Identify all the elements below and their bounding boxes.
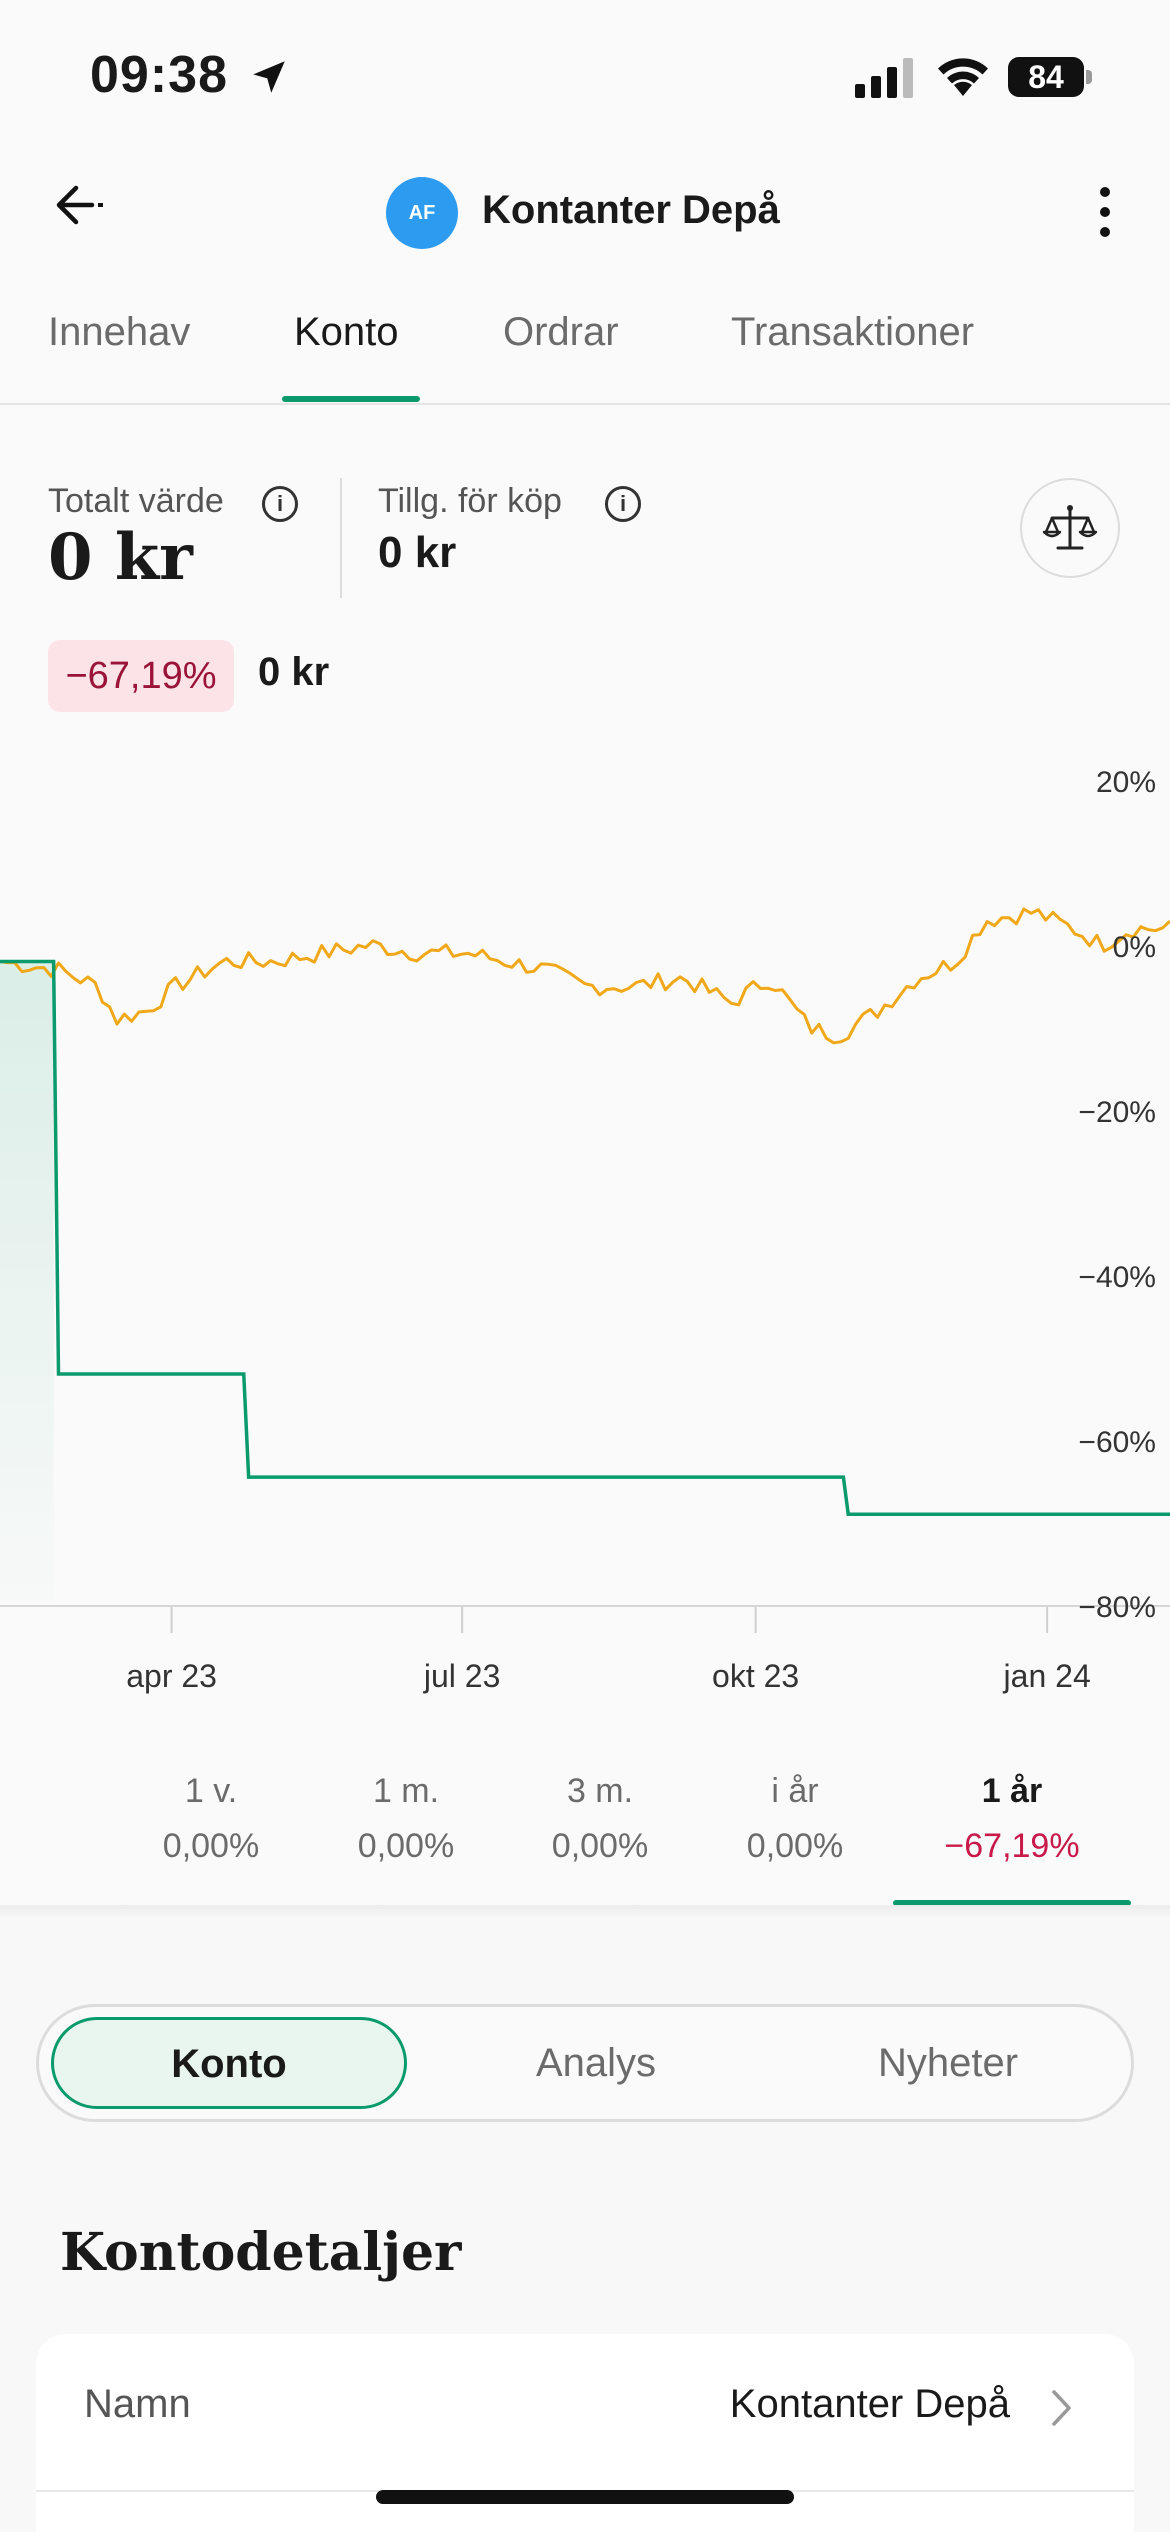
y-tick-label: −80% bbox=[1078, 1591, 1156, 1624]
period-1m[interactable]: 1 m. 0,00% bbox=[316, 1760, 496, 1866]
period-label: 1 år bbox=[981, 1772, 1043, 1810]
period-3m[interactable]: 3 m. 0,00% bbox=[510, 1760, 690, 1866]
summary-divider bbox=[340, 478, 342, 598]
period-label: i år bbox=[771, 1772, 819, 1810]
period-change: 0,00% bbox=[357, 1827, 455, 1865]
period-change: 0,00% bbox=[746, 1827, 844, 1865]
period-change: 0,00% bbox=[551, 1827, 649, 1865]
account-line bbox=[0, 959, 1170, 1516]
tab-innehav[interactable]: Innehav bbox=[48, 310, 191, 354]
period-label: 1 m. bbox=[372, 1772, 440, 1810]
x-tick-label: okt 23 bbox=[712, 1658, 799, 1694]
active-period-indicator bbox=[893, 1900, 1131, 1906]
avatar: AF bbox=[386, 177, 458, 249]
tab-ordrar[interactable]: Ordrar bbox=[503, 310, 619, 354]
period-1y[interactable]: 1 år −67,19% bbox=[922, 1760, 1102, 1866]
account-area-fill bbox=[0, 961, 54, 1605]
compare-button[interactable] bbox=[1020, 478, 1120, 578]
nav-bar: AF Kontanter Depå bbox=[0, 150, 1170, 260]
info-icon[interactable]: i bbox=[262, 486, 298, 522]
detail-label: Namn bbox=[84, 2382, 191, 2426]
change-absolute: 0 kr bbox=[258, 650, 330, 694]
back-arrow-icon[interactable] bbox=[48, 180, 108, 230]
period-change: 0,00% bbox=[162, 1827, 260, 1865]
available-label: Tillg. för köp bbox=[378, 482, 562, 520]
section-title: Kontodetaljer bbox=[60, 2222, 462, 2283]
tab-transaktioner[interactable]: Transaktioner bbox=[731, 310, 975, 354]
battery-icon: 84 bbox=[1008, 57, 1092, 97]
period-selector: 1 v. 0,00% 1 m. 0,00% 3 m. 0,00% i år 0,… bbox=[0, 1760, 1170, 1910]
period-change: −67,19% bbox=[944, 1827, 1080, 1865]
segment-konto[interactable]: Konto bbox=[51, 2017, 407, 2109]
home-indicator bbox=[376, 2490, 794, 2504]
account-tabs: Innehav Konto Ordrar Transaktioner bbox=[0, 290, 1170, 405]
status-bar: 09:38 84 bbox=[0, 0, 1170, 150]
detail-value: Kontanter Depå bbox=[729, 2382, 1010, 2426]
scale-icon bbox=[1042, 505, 1098, 550]
segment-analys[interactable]: Analys bbox=[535, 2041, 657, 2085]
more-vertical-icon[interactable] bbox=[1085, 182, 1125, 242]
status-time: 09:38 bbox=[90, 46, 228, 104]
available-value: 0 kr bbox=[378, 528, 457, 577]
battery-level: 84 bbox=[1028, 59, 1064, 95]
chevron-right-icon bbox=[1052, 2390, 1071, 2426]
x-tick-label: jan 24 bbox=[1003, 1658, 1091, 1694]
segmented-control: Konto Analys Nyheter bbox=[36, 2004, 1134, 2122]
tab-konto[interactable]: Konto bbox=[294, 310, 399, 354]
x-tick-label: apr 23 bbox=[126, 1658, 217, 1694]
period-label: 3 m. bbox=[566, 1772, 634, 1810]
active-tab-indicator bbox=[282, 396, 420, 402]
signal-icon bbox=[855, 58, 913, 98]
y-tick-label: −20% bbox=[1078, 1096, 1156, 1129]
total-value-label: Totalt värde bbox=[48, 482, 224, 520]
section-shadow bbox=[0, 1905, 1170, 1919]
info-icon[interactable]: i bbox=[605, 486, 641, 522]
y-tick-label: 0% bbox=[1113, 931, 1156, 964]
page-title: Kontanter Depå bbox=[482, 188, 780, 232]
period-1w[interactable]: 1 v. 0,00% bbox=[121, 1760, 301, 1866]
account-overview: 09:38 84 AF Kontanter Depå bbox=[0, 0, 1170, 1906]
period-label: 1 v. bbox=[184, 1772, 238, 1810]
total-value: 0 kr bbox=[48, 520, 193, 595]
details-card: Namn Kontanter Depå bbox=[36, 2334, 1134, 2532]
change-percent-badge: −67,19% bbox=[48, 640, 234, 712]
y-tick-label: 20% bbox=[1096, 766, 1156, 799]
segment-nyheter[interactable]: Nyheter bbox=[877, 2041, 1019, 2085]
y-tick-label: −60% bbox=[1078, 1426, 1156, 1459]
performance-chart[interactable]: apr 23 jul 23 okt 23 jan 24 20% 0% −20% −40% −60… bbox=[0, 740, 1170, 1720]
y-tick-label: −40% bbox=[1078, 1261, 1156, 1294]
period-ytd[interactable]: i år 0,00% bbox=[705, 1760, 885, 1866]
location-arrow-icon bbox=[253, 61, 285, 93]
wifi-icon bbox=[938, 58, 988, 96]
index-line bbox=[0, 907, 1170, 1045]
x-tick-label: jul 23 bbox=[423, 1658, 501, 1694]
